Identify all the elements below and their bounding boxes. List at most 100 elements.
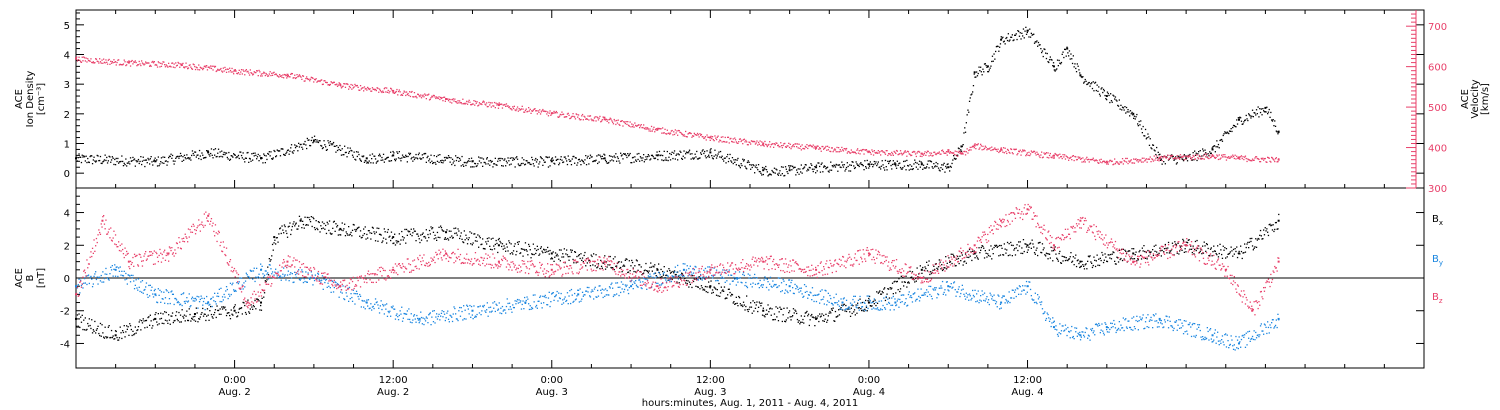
scatter-dot [128,161,130,163]
point-bx-0 [75,317,77,320]
scatter-dot [1213,156,1216,159]
scatter-dot [351,229,354,231]
scatter-dot [196,295,198,298]
scatter-dot [505,243,508,245]
scatter-dot [954,158,956,160]
scatter-dot [997,45,999,48]
scatter-dot [719,139,721,141]
scatter-dot [1106,99,1108,101]
scatter-dot [535,252,537,255]
scatter-dot [220,313,222,315]
scatter-dot [562,256,565,258]
scatter-dot [618,160,620,162]
scatter-dot [807,315,809,317]
scatter-dot [995,46,998,48]
scatter-dot [855,161,857,163]
scatter-dot [526,160,528,162]
scatter-dot [152,293,154,295]
scatter-dot [1225,132,1228,134]
scatter-dot [677,129,680,132]
scatter-dot [1024,150,1026,152]
scatter-dot [260,73,263,75]
scatter-dot [562,113,565,115]
scatter-dot [749,306,751,308]
scatter-dot [747,160,749,162]
point-by-3 [207,301,210,304]
scatter-dot [947,163,949,165]
scatter-dot [769,173,772,175]
scatter-dot [566,163,569,166]
point-bx-5 [260,301,263,304]
scatter-dot [650,154,653,157]
bottom-tick-label-2: 0 [64,274,70,285]
scatter-dot [134,60,136,62]
scatter-dot [638,124,640,126]
scatter-dot [214,66,216,68]
scatter-dot [233,306,236,308]
scatter-dot [989,255,991,257]
scatter-dot [275,237,278,239]
scatter-dot [963,132,965,134]
scatter-dot [880,165,883,167]
scatter-dot [639,264,641,266]
scatter-dot [899,153,901,155]
scatter-dot [228,151,230,154]
scatter-dot [1014,247,1016,250]
scatter-dot [1222,154,1224,156]
scatter-dot [1008,151,1010,153]
scatter-dot [1027,249,1029,251]
scatter-dot [1163,248,1166,250]
scatter-dot [1000,244,1002,247]
scatter-dot [229,159,231,161]
scatter-dot [158,323,160,325]
scatter-dot [947,266,949,268]
scatter-dot [1148,144,1151,146]
scatter-dot [678,130,680,132]
scatter-dot [718,151,720,153]
scatter-dot [1149,138,1151,140]
scatter-dot [893,150,895,153]
scatter-dot [351,84,354,86]
scatter-dot [139,319,141,321]
scatter-dot [982,145,984,147]
scatter-dot [788,310,791,312]
scatter-dot [1099,257,1101,259]
point-series0-27 [1105,95,1108,98]
scatter-dot [142,318,144,320]
scatter-dot [368,88,370,91]
scatter-dot [702,289,704,291]
scatter-dot [380,234,382,236]
scatter-dot [89,60,91,62]
scatter-dot [947,149,949,151]
scatter-dot [269,260,271,262]
scatter-dot [1166,252,1168,254]
scatter-dot [876,151,878,154]
scatter-dot [1271,224,1273,226]
scatter-dot [417,233,419,235]
scatter-dot [958,148,960,150]
scatter-dot [652,128,654,130]
scatter-dot [233,153,235,155]
scatter-dot [138,162,140,165]
scatter-dot [227,68,229,70]
scatter-dot [1051,250,1053,252]
scatter-dot [770,314,772,316]
scatter-dot [288,225,290,227]
scatter-dot [872,154,875,156]
scatter-dot [138,60,140,63]
scatter-dot [754,166,757,168]
scatter-dot [131,59,133,62]
scatter-dot [1064,259,1067,262]
scatter-dot [484,248,486,250]
scatter-dot [429,98,431,100]
scatter-dot [438,96,440,98]
scatter-dot [377,87,379,90]
scatter-dot [999,254,1002,256]
scatter-dot [557,255,559,257]
scatter-dot [1267,156,1269,158]
scatter-dot [597,266,599,268]
scatter-dot [533,108,535,110]
scatter-dot [762,307,764,309]
scatter-dot [697,134,699,136]
scatter-dot [940,153,942,155]
